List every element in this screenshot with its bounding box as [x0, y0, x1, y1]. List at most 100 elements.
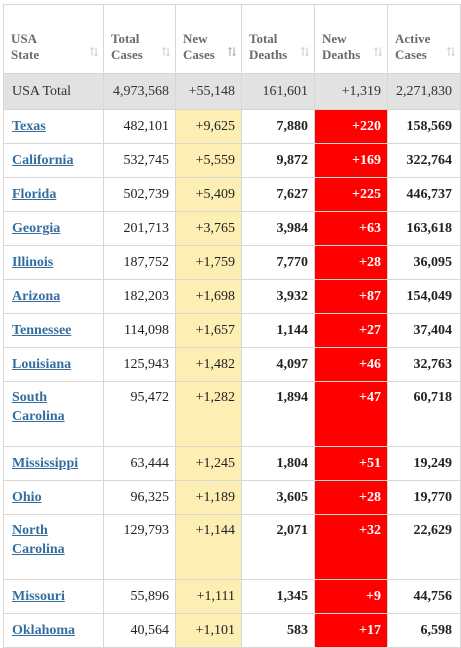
state-cell: Ohio [3, 480, 104, 515]
total-cases-cell: 96,325 [103, 480, 176, 515]
new-deaths-cell: +169 [314, 143, 388, 178]
sort-arrows-icon[interactable]: ⇅ [372, 45, 383, 59]
active-cases-cell: 6,598 [387, 613, 461, 648]
active-cases-cell: 154,049 [387, 279, 461, 314]
new-cases-cell: +3,765 [175, 211, 242, 246]
table-row: Missouri 55,896 +1,111 1,345 +9 44,756 [3, 579, 461, 614]
new-deaths-cell: +46 [314, 347, 388, 382]
total-cases-cell: 182,203 [103, 279, 176, 314]
total-cases-cell: 201,713 [103, 211, 176, 246]
total-deaths-cell: 3,932 [241, 279, 315, 314]
table-row: California 532,745 +5,559 9,872 +169 322,764 [3, 143, 461, 178]
total-deaths-cell: 7,880 [241, 109, 315, 144]
new-deaths-cell: +27 [314, 313, 388, 348]
total-cases-cell: 129,793 [103, 514, 176, 580]
total-deaths-cell: 1,345 [241, 579, 315, 614]
new-cases-cell: +1,282 [175, 381, 242, 447]
total-deaths-cell: 1,804 [241, 446, 315, 481]
total-new-cases-cell: +55,148 [175, 73, 242, 110]
column-header-active-cases[interactable]: Active Cases ⇅ [387, 4, 461, 74]
state-cell: Missouri [3, 579, 104, 614]
total-state-cell: USA Total [3, 73, 104, 110]
state-stats-table: USA State ⇅ Total Cases ⇅ New Cases ⇅ Total… [3, 4, 461, 648]
new-cases-cell: +1,101 [175, 613, 242, 648]
total-cases-cell: 114,098 [103, 313, 176, 348]
total-cases-cell: 63,444 [103, 446, 176, 481]
total-cases-cell: 4,973,568 [103, 73, 176, 110]
total-new-deaths-cell: +1,319 [314, 73, 388, 110]
total-cases-cell: 532,745 [103, 143, 176, 178]
state-link[interactable]: California [12, 153, 74, 168]
column-header-new-deaths[interactable]: New Deaths ⇅ [314, 4, 388, 74]
sort-arrows-icon[interactable]: ⇅ [226, 45, 237, 59]
new-deaths-cell: +63 [314, 211, 388, 246]
active-cases-cell: 32,763 [387, 347, 461, 382]
state-link[interactable]: Louisiana [12, 357, 72, 372]
state-link[interactable]: Mississippi [12, 456, 79, 471]
state-link[interactable]: Missouri [12, 589, 65, 604]
active-cases-cell: 36,095 [387, 245, 461, 280]
active-cases-cell: 19,770 [387, 480, 461, 515]
new-deaths-cell: +225 [314, 177, 388, 212]
sort-arrows-icon[interactable]: ⇅ [160, 45, 171, 59]
header-label-line1: Active [395, 31, 431, 46]
column-header-total-deaths[interactable]: Total Deaths ⇅ [241, 4, 315, 74]
state-link[interactable]: North Carolina [12, 523, 65, 557]
table-row: Tennessee 114,098 +1,657 1,144 +27 37,404 [3, 313, 461, 348]
column-header-total-cases[interactable]: Total Cases ⇅ [103, 4, 176, 74]
total-deaths-cell: 9,872 [241, 143, 315, 178]
state-cell: Illinois [3, 245, 104, 280]
total-deaths-cell: 583 [241, 613, 315, 648]
sort-arrows-icon[interactable]: ⇅ [445, 45, 456, 59]
state-cell: Mississippi [3, 446, 104, 481]
state-cell: Louisiana [3, 347, 104, 382]
new-cases-cell: +5,409 [175, 177, 242, 212]
active-cases-cell: 163,618 [387, 211, 461, 246]
state-link[interactable]: Tennessee [12, 323, 72, 338]
header-label-line2: Cases [395, 47, 427, 62]
header-label-line1: Total [249, 31, 278, 46]
column-header-state[interactable]: USA State ⇅ [3, 4, 104, 74]
new-cases-cell: +1,111 [175, 579, 242, 614]
total-cases-cell: 95,472 [103, 381, 176, 447]
new-deaths-cell: +47 [314, 381, 388, 447]
new-cases-cell: +1,759 [175, 245, 242, 280]
header-label-line1: Total [111, 31, 140, 46]
usa-total-row: USA Total 4,973,568 +55,148 161,601 +1,3… [3, 73, 461, 110]
column-header-new-cases[interactable]: New Cases ⇅ [175, 4, 242, 74]
new-deaths-cell: +28 [314, 480, 388, 515]
state-link[interactable]: Ohio [12, 490, 42, 505]
state-link[interactable]: Arizona [12, 289, 61, 304]
table-row: Louisiana 125,943 +1,482 4,097 +46 32,763 [3, 347, 461, 382]
active-cases-cell: 446,737 [387, 177, 461, 212]
state-cell: North Carolina [3, 514, 104, 580]
new-deaths-cell: +220 [314, 109, 388, 144]
state-link[interactable]: South Carolina [12, 390, 65, 424]
state-link[interactable]: Texas [12, 119, 46, 134]
sort-arrows-icon[interactable]: ⇅ [88, 45, 99, 59]
new-cases-cell: +1,144 [175, 514, 242, 580]
sort-arrows-icon[interactable]: ⇅ [299, 45, 310, 59]
new-cases-cell: +5,559 [175, 143, 242, 178]
table-row: Mississippi 63,444 +1,245 1,804 +51 19,249 [3, 446, 461, 481]
header-row: USA State ⇅ Total Cases ⇅ New Cases ⇅ Total… [3, 4, 461, 74]
total-cases-cell: 187,752 [103, 245, 176, 280]
total-deaths-cell: 2,071 [241, 514, 315, 580]
total-deaths-cell: 7,770 [241, 245, 315, 280]
state-link[interactable]: Florida [12, 187, 57, 202]
total-deaths-cell: 4,097 [241, 347, 315, 382]
total-deaths-cell: 7,627 [241, 177, 315, 212]
header-label-line2: Deaths [322, 47, 361, 62]
new-deaths-cell: +17 [314, 613, 388, 648]
header-label-line2: State [11, 47, 40, 62]
state-link[interactable]: Illinois [12, 255, 54, 270]
state-cell: South Carolina [3, 381, 104, 447]
total-deaths-cell: 1,144 [241, 313, 315, 348]
state-link[interactable]: Oklahoma [12, 623, 76, 638]
new-deaths-cell: +9 [314, 579, 388, 614]
header-label-line1: New [183, 31, 208, 46]
state-link[interactable]: Georgia [12, 221, 61, 236]
new-deaths-cell: +32 [314, 514, 388, 580]
new-deaths-cell: +87 [314, 279, 388, 314]
new-cases-cell: +1,189 [175, 480, 242, 515]
